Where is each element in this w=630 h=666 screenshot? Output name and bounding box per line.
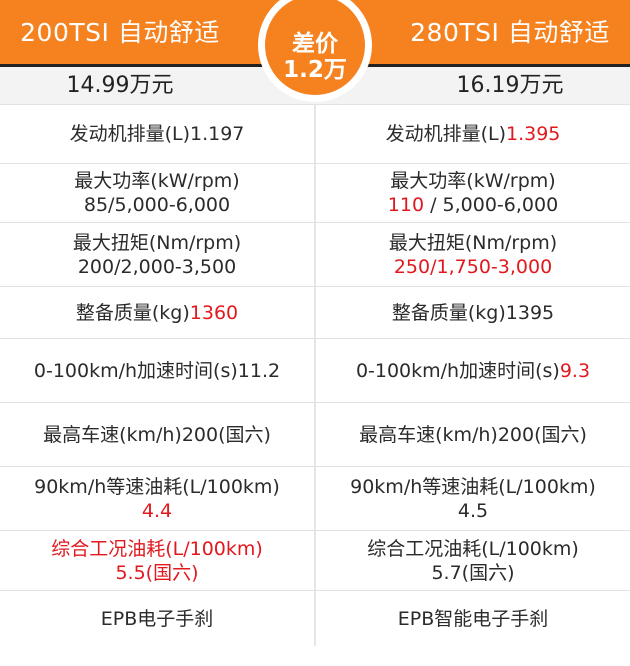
column-divider xyxy=(314,339,316,402)
right-spec-rest: / 5,000-6,000 xyxy=(424,194,559,216)
left-spec-text: 最高车速(km/h)200(国六) xyxy=(43,423,271,446)
left-cell: 90km/h等速油耗(L/100km) 4.4 xyxy=(0,467,314,530)
right-cell: 最大功率(kW/rpm) 110 / 5,000-6,000 xyxy=(316,164,630,222)
badge-value: 1.2万 xyxy=(283,57,347,83)
right-spec-highlight: 9.3 xyxy=(559,359,591,382)
column-divider xyxy=(314,403,316,466)
right-spec-value: 4.5 xyxy=(457,499,489,522)
left-spec-highlight-value: 5.5(国六) xyxy=(115,561,199,584)
column-divider xyxy=(314,164,316,222)
right-spec-line: 0-100km/h加速时间(s)9.3 xyxy=(356,359,590,383)
right-cell: 最大扭矩(Nm/rpm) 250/1,750-3,000 xyxy=(316,223,630,286)
spec-row-combined-fuel: 综合工况油耗(L/100km) 5.5(国六) 综合工况油耗(L/100km) … xyxy=(0,530,630,590)
spec-row-curb-weight: 整备质量(kg)1360 整备质量(kg)1395 xyxy=(0,286,630,338)
column-divider xyxy=(314,531,316,590)
spec-row-parking-brake: EPB电子手刹 EPB智能电子手刹 xyxy=(0,590,630,646)
left-spec-text: 发动机排量(L)1.197 xyxy=(69,123,245,145)
right-spec-label: 最大功率(kW/rpm) xyxy=(390,170,556,192)
right-spec-line: 发动机排量(L)1.395 xyxy=(386,122,561,146)
right-spec-highlight: 1.395 xyxy=(506,123,561,145)
spec-row-torque: 最大扭矩(Nm/rpm) 200/2,000-3,500 最大扭矩(Nm/rpm… xyxy=(0,222,630,286)
right-cell: 0-100km/h加速时间(s)9.3 xyxy=(316,339,630,402)
right-spec-text: EPB智能电子手刹 xyxy=(397,607,549,630)
left-cell: EPB电子手刹 xyxy=(0,591,314,646)
left-spec-value: 200/2,000-3,500 xyxy=(77,255,237,278)
column-divider xyxy=(314,467,316,530)
spec-row-displacement: 发动机排量(L)1.197 发动机排量(L)1.395 xyxy=(0,104,630,163)
column-divider xyxy=(314,591,316,646)
left-cell: 0-100km/h加速时间(s)11.2 xyxy=(0,339,314,402)
right-cell: EPB智能电子手刹 xyxy=(316,591,630,646)
spec-row-constant-speed-fuel: 90km/h等速油耗(L/100km) 4.4 90km/h等速油耗(L/100… xyxy=(0,466,630,530)
left-spec-label: 90km/h等速油耗(L/100km) xyxy=(34,475,280,498)
price-difference-badge: 差价 1.2万 xyxy=(258,0,372,102)
spec-row-power: 最大功率(kW/rpm) 85/5,000-6,000 最大功率(kW/rpm)… xyxy=(0,163,630,222)
right-spec-label: 最大扭矩(Nm/rpm) xyxy=(388,231,558,254)
right-spec-highlight: 250/1,750-3,000 xyxy=(393,255,553,278)
left-spec-highlight: 1360 xyxy=(189,301,239,324)
badge-label: 差价 xyxy=(292,31,338,57)
left-cell: 整备质量(kg)1360 xyxy=(0,287,314,338)
right-cell: 整备质量(kg)1395 xyxy=(316,287,630,338)
right-spec-highlight: 110 xyxy=(387,194,425,216)
right-spec-label: 发动机排量(L) xyxy=(385,123,506,145)
left-cell: 最大扭矩(Nm/rpm) 200/2,000-3,500 xyxy=(0,223,314,286)
spec-row-acceleration: 0-100km/h加速时间(s)11.2 0-100km/h加速时间(s)9.3 xyxy=(0,338,630,402)
right-spec-text: 最高车速(km/h)200(国六) xyxy=(359,423,587,446)
right-price: 16.19万元 xyxy=(456,73,564,98)
left-cell: 最大功率(kW/rpm) 85/5,000-6,000 xyxy=(0,164,314,222)
left-spec-highlight: 4.4 xyxy=(141,499,173,522)
left-price: 14.99万元 xyxy=(66,73,174,98)
left-spec-value: 85/5,000-6,000 xyxy=(83,194,231,216)
spec-row-top-speed: 最高车速(km/h)200(国六) 最高车速(km/h)200(国六) xyxy=(0,402,630,466)
right-cell: 最高车速(km/h)200(国六) xyxy=(316,403,630,466)
spec-table: 发动机排量(L)1.197 发动机排量(L)1.395 最大功率(kW/rpm)… xyxy=(0,104,630,646)
right-cell: 90km/h等速油耗(L/100km) 4.5 xyxy=(316,467,630,530)
left-model-title: 200TSI 自动舒适 xyxy=(20,18,220,47)
left-spec-label: 最大扭矩(Nm/rpm) xyxy=(72,231,242,254)
right-spec-text: 整备质量(kg)1395 xyxy=(391,301,555,324)
column-divider xyxy=(314,105,316,163)
right-model-title: 280TSI 自动舒适 xyxy=(410,18,610,47)
left-spec-text: 0-100km/h加速时间(s)11.2 xyxy=(33,359,281,382)
left-spec-text: EPB电子手刹 xyxy=(100,607,214,630)
right-spec-label: 0-100km/h加速时间(s) xyxy=(355,359,560,382)
right-spec-label: 综合工况油耗(L/100km) xyxy=(367,537,579,560)
column-divider xyxy=(314,287,316,338)
left-spec-line: 整备质量(kg)1360 xyxy=(76,301,238,325)
right-spec-value: 5.7(国六) xyxy=(431,561,515,584)
left-spec-label: 整备质量(kg) xyxy=(75,301,190,324)
left-cell: 最高车速(km/h)200(国六) xyxy=(0,403,314,466)
left-spec-highlight-label: 综合工况油耗(L/100km) xyxy=(51,537,263,560)
left-cell: 发动机排量(L)1.197 xyxy=(0,105,314,163)
right-spec-label: 90km/h等速油耗(L/100km) xyxy=(350,475,596,498)
right-cell: 综合工况油耗(L/100km) 5.7(国六) xyxy=(316,531,630,590)
left-spec-label: 最大功率(kW/rpm) xyxy=(74,170,240,192)
right-spec-line: 110 / 5,000-6,000 xyxy=(388,193,558,217)
column-divider xyxy=(314,223,316,286)
right-cell: 发动机排量(L)1.395 xyxy=(316,105,630,163)
left-cell: 综合工况油耗(L/100km) 5.5(国六) xyxy=(0,531,314,590)
